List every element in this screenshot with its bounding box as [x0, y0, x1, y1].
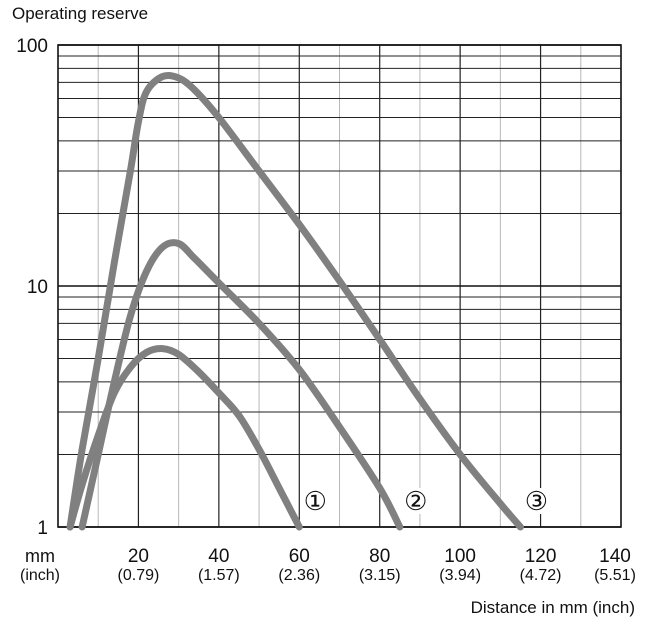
x-tick-label: 40	[208, 546, 229, 567]
x-tick-label: 100	[444, 546, 476, 567]
label-group: ① ② ③ 1 10 100 mm(inch) 20(0.79) 40(1.57) 60(2.36…	[16, 36, 636, 584]
x-tick-label-secondary: (4.72)	[520, 567, 562, 584]
x-tick-label-secondary: (0.79)	[118, 567, 160, 584]
series-line-3	[66, 71, 524, 531]
series-line-1	[66, 345, 303, 531]
x-tick-label-secondary: (1.57)	[198, 567, 240, 584]
x-unit-label: mm	[25, 546, 55, 566]
y-tick-label: 1	[37, 518, 48, 539]
x-tick-label-secondary: (5.51)	[594, 567, 636, 584]
y-axis-title: Operating reserve	[12, 4, 149, 23]
x-unit-label-secondary: (inch)	[20, 567, 60, 584]
y-tick-label: 100	[16, 36, 48, 57]
x-tick-label-secondary: (3.15)	[359, 567, 401, 584]
plot-frame	[57, 44, 622, 528]
series-label-background	[302, 488, 329, 514]
series-label-background	[402, 488, 429, 514]
x-tick-label: 20	[128, 546, 149, 567]
series-label-2: ②	[404, 486, 427, 516]
x-tick-label-secondary: (3.94)	[439, 567, 481, 584]
series-label-background	[523, 488, 550, 514]
x-tick-label-secondary: (2.36)	[278, 567, 320, 584]
x-tick-label: 140	[599, 546, 631, 567]
series-label-1: ①	[304, 486, 327, 516]
x-axis-title: Distance in mm (inch)	[470, 598, 635, 617]
x-tick-label: 80	[369, 546, 390, 567]
series-line-2	[78, 239, 404, 531]
x-tick-label: 60	[289, 546, 310, 567]
series-group	[66, 71, 524, 531]
y-tick-label: 10	[27, 277, 48, 298]
series-label-3: ③	[525, 486, 548, 516]
x-tick-label: 120	[525, 546, 557, 567]
